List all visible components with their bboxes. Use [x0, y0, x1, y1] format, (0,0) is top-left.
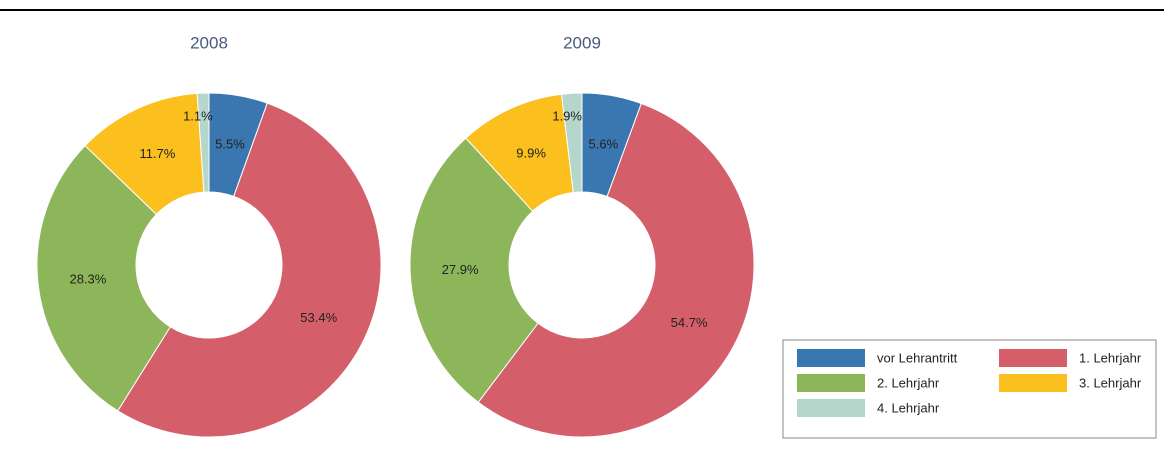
data-label: 5.6% [589, 136, 619, 151]
data-label: 28.3% [69, 271, 106, 286]
chart-title: 2008 [190, 33, 228, 52]
slice [477, 102, 755, 438]
slice [36, 144, 171, 412]
legend-label: vor Lehrantritt [877, 350, 958, 365]
legend-swatch [797, 399, 865, 417]
slice [560, 92, 583, 194]
chart-title: 2009 [563, 33, 601, 52]
data-label: 27.9% [442, 262, 479, 277]
legend-label: 4. Lehrjahr [877, 400, 940, 415]
data-label: 53.4% [300, 310, 337, 325]
data-label: 1.9% [552, 109, 582, 124]
slice [117, 102, 382, 438]
slice [196, 92, 210, 193]
slice [409, 137, 539, 403]
legend-swatch [999, 349, 1067, 367]
legend-label: 2. Lehrjahr [877, 375, 940, 390]
legend-label: 1. Lehrjahr [1079, 350, 1142, 365]
legend-swatch [999, 374, 1067, 392]
legend-label: 3. Lehrjahr [1079, 375, 1142, 390]
data-label: 9.9% [516, 146, 546, 161]
legend-swatch [797, 349, 865, 367]
data-label: 1.1% [183, 109, 213, 124]
data-label: 11.7% [139, 146, 175, 161]
data-label: 54.7% [671, 315, 708, 330]
data-label: 5.5% [215, 136, 245, 151]
legend-swatch [797, 374, 865, 392]
